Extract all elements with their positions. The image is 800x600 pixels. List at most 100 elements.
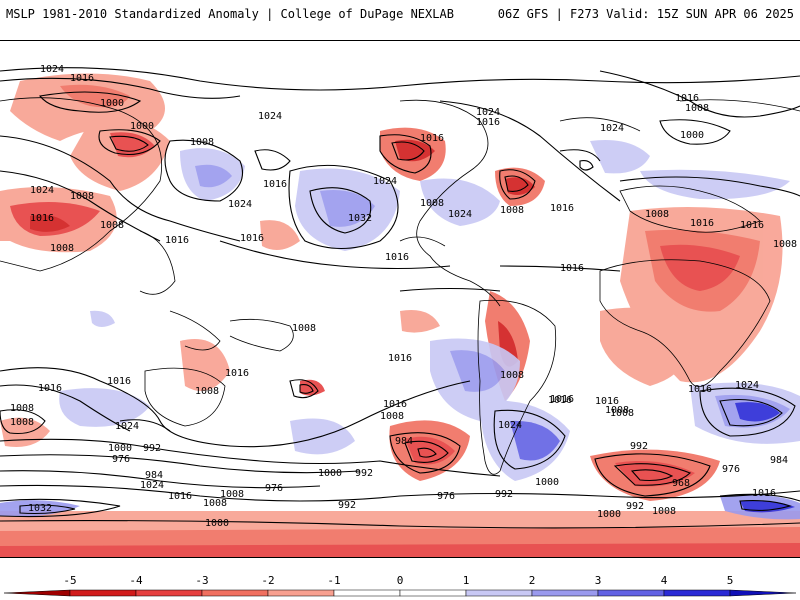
colorbar-segment <box>135 589 203 597</box>
contour-label: 1016 <box>165 235 189 246</box>
contour-label: 968 <box>672 478 690 489</box>
contour-label: 1024 <box>258 111 282 122</box>
contour-label: 976 <box>722 464 740 475</box>
contour-label: 1008 <box>10 417 34 428</box>
contour-label: 992 <box>630 441 648 452</box>
contour-label: 1016 <box>420 133 444 144</box>
contour-label: 1008 <box>195 386 219 397</box>
colorbar-right-arrow <box>729 589 797 597</box>
contour-label: 1032 <box>28 503 52 514</box>
contour-label: 1008 <box>645 209 669 220</box>
contour-label: 1016 <box>675 93 699 104</box>
contour-label: 1024 <box>448 209 472 220</box>
contour-label: 1016 <box>690 218 714 229</box>
positive-anomaly-shading <box>0 140 800 520</box>
map-svg: 1024 1016 1000 1000 1008 1024 1008 1016 … <box>0 64 800 557</box>
colorbar-segment <box>201 589 269 597</box>
map-title: MSLP 1981-2010 Standardized Anomaly | Co… <box>6 7 454 21</box>
contour-label: 1016 <box>383 399 407 410</box>
contour-label: 1008 <box>292 323 316 334</box>
colorbar-tick-label: -3 <box>195 574 208 587</box>
contour-label: 1024 <box>373 176 397 187</box>
colorbar-segment <box>465 589 533 597</box>
contour-label: 992 <box>626 501 644 512</box>
contour-label: 1000 <box>100 98 124 109</box>
contour-label: 1016 <box>38 383 62 394</box>
contour-label: 1016 <box>240 233 264 244</box>
contour-label: 1024 <box>40 64 64 75</box>
colorbar-tick-label: -2 <box>261 574 274 587</box>
contour-label: 1008 <box>50 243 74 254</box>
contour-label: 1016 <box>225 368 249 379</box>
contour-label: 992 <box>338 500 356 511</box>
contour-label: 1016 <box>740 220 764 231</box>
color-scale-legend: -5 -4 -3 -2 -1 0 1 2 3 4 5 <box>0 570 800 600</box>
colorbar-segment <box>69 589 137 597</box>
colorbar-left-arrow <box>3 589 71 597</box>
colorbar-segment <box>663 589 731 597</box>
colorbar-tick-label: 4 <box>661 574 668 587</box>
contour-label: 1016 <box>263 179 287 190</box>
contour-label: 1024 <box>476 107 500 118</box>
contour-label: 1032 <box>348 213 372 224</box>
contour-label: 1008 <box>773 239 797 250</box>
colorbar-segment <box>267 589 335 597</box>
contour-label: 1008 <box>70 191 94 202</box>
contour-label: 1024 <box>30 185 54 196</box>
contour-label: 1016 <box>476 117 500 128</box>
contour-label: 1008 <box>500 205 524 216</box>
contour-label: 992 <box>495 489 513 500</box>
contour-label: 976 <box>265 483 283 494</box>
header: MSLP 1981-2010 Standardized Anomaly | Co… <box>0 0 800 40</box>
colorbar-tick-label: -5 <box>63 574 76 587</box>
colorbar-tick-label: 5 <box>727 574 734 587</box>
contour-label: 1008 <box>605 405 629 416</box>
contour-label: 1008 <box>100 220 124 231</box>
contour-label: 976 <box>437 491 455 502</box>
colorbar-tick-label: 2 <box>529 574 536 587</box>
colorbar-segment <box>597 589 665 597</box>
colorbar-tick-label: -4 <box>129 574 143 587</box>
contour-label: 1016 <box>752 488 776 499</box>
contour-label: 984 <box>770 455 788 466</box>
contour-label: 1016 <box>385 252 409 263</box>
colorbar-tick-label: 1 <box>463 574 470 587</box>
contour-label: 1008 <box>220 489 244 500</box>
contour-label: 1016 <box>560 263 584 274</box>
colorbar-segment <box>531 589 599 597</box>
colorbar-tick-label: 3 <box>595 574 602 587</box>
contour-label: 1008 <box>652 506 676 517</box>
contour-label: 984 <box>395 436 413 447</box>
contour-label: 1008 <box>190 137 214 148</box>
contour-label: 976 <box>112 454 130 465</box>
contour-label: 1000 <box>108 443 132 454</box>
anomaly-map: 1024 1016 1000 1000 1008 1024 1008 1016 … <box>0 40 800 558</box>
contour-label: 1016 <box>168 491 192 502</box>
contour-label: 1024 <box>735 380 759 391</box>
contour-label: 1016 <box>688 384 712 395</box>
contour-label: 1008 <box>203 498 227 509</box>
contour-label: 992 <box>355 468 373 479</box>
contour-label: 1016 <box>107 376 131 387</box>
contour-label: 1008 <box>10 403 34 414</box>
contour-label: 1008 <box>685 103 709 114</box>
colorbar-tick-label: -1 <box>327 574 340 587</box>
isobars <box>0 67 800 529</box>
contour-label: 992 <box>143 443 161 454</box>
contour-label: 984 <box>145 470 163 481</box>
contour-label: 1000 <box>205 518 229 529</box>
contour-label: 1016 <box>595 396 619 407</box>
contour-label: 1000 <box>130 121 154 132</box>
contour-label: 1016 <box>70 73 94 84</box>
contour-label: 1000 <box>535 477 559 488</box>
contour-label: 1000 <box>597 509 621 520</box>
contour-label: 1024 <box>498 420 522 431</box>
contour-label: 1024 <box>115 421 139 432</box>
colorbar-segment <box>333 589 401 597</box>
contour-label: 1024 <box>228 199 252 210</box>
contour-label: 1008 <box>420 198 444 209</box>
contour-label: 1016 <box>550 203 574 214</box>
contour-label: 1008 <box>380 411 404 422</box>
colorbar-segment <box>399 589 467 597</box>
colorbar-svg: -5 -4 -3 -2 -1 0 1 2 3 4 5 <box>3 574 797 597</box>
